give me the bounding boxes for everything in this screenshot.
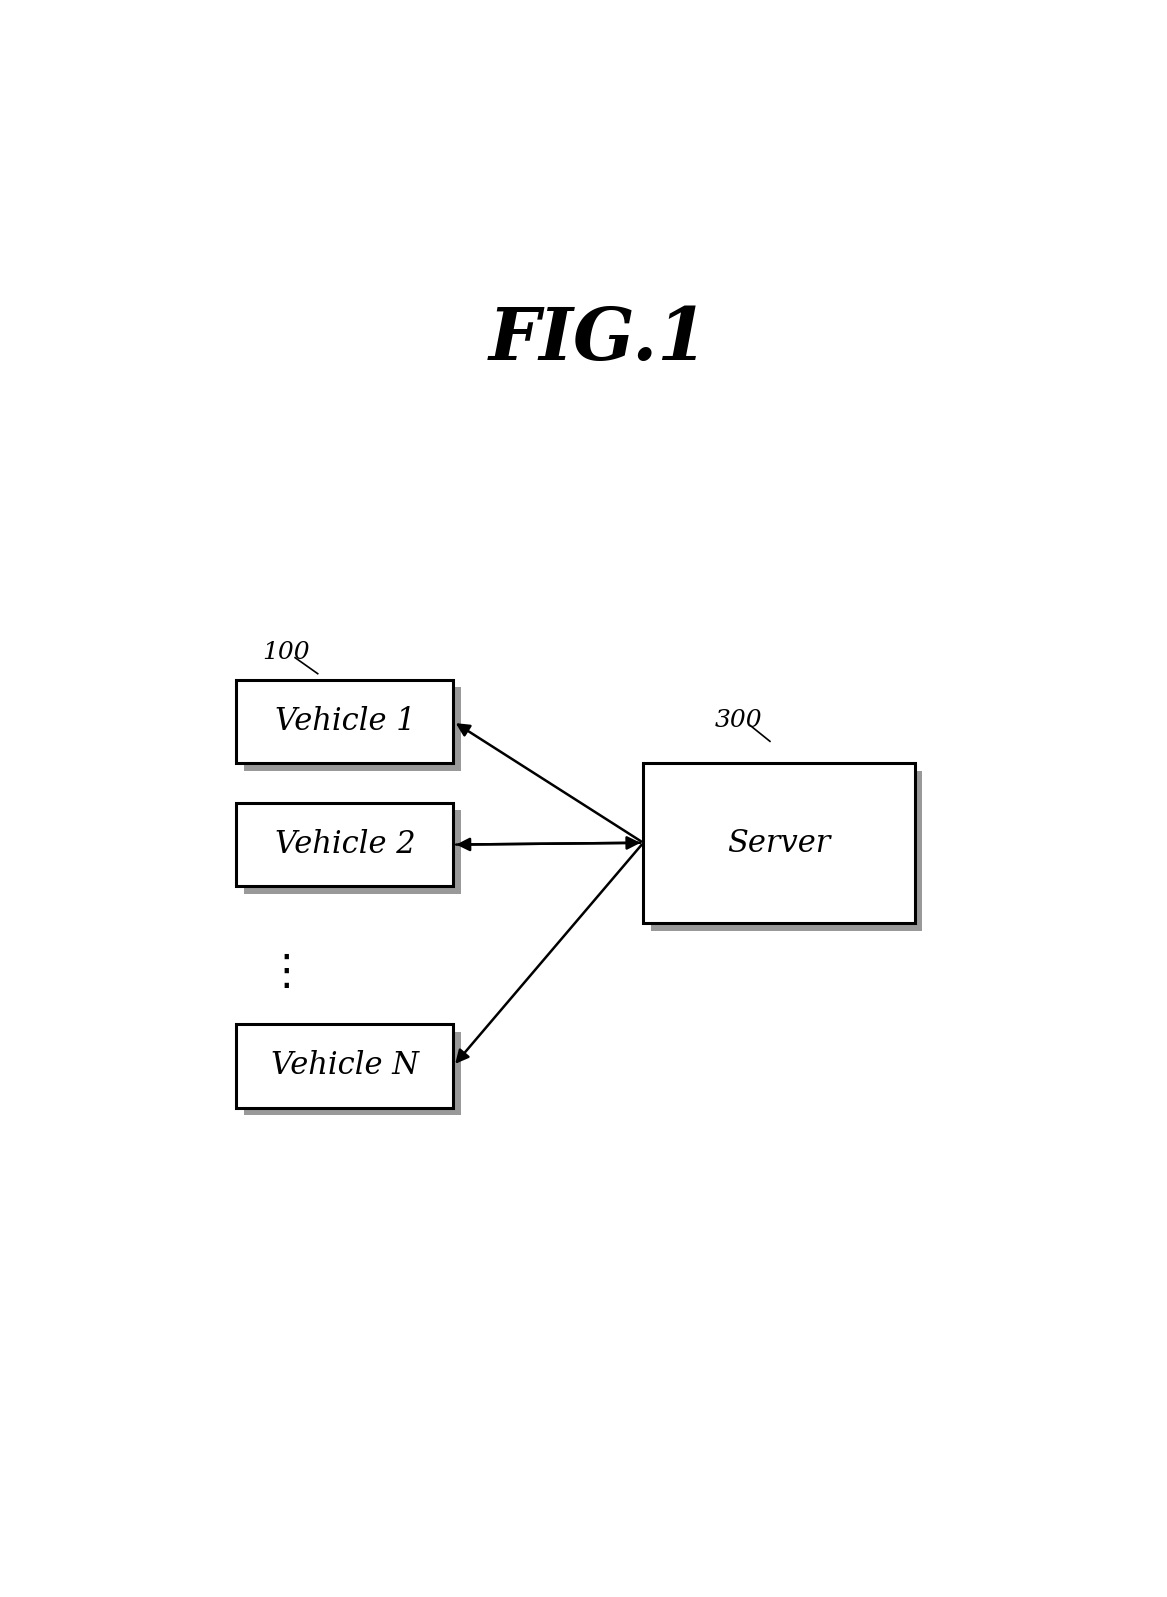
Bar (244, 810, 461, 894)
Bar (244, 687, 461, 771)
Bar (244, 1032, 461, 1115)
Bar (236, 803, 453, 886)
Bar (650, 771, 922, 931)
Text: Server: Server (727, 827, 831, 859)
Text: Vehicle 2: Vehicle 2 (274, 829, 415, 861)
Text: 100: 100 (263, 642, 310, 664)
Text: Vehicle N: Vehicle N (271, 1051, 419, 1081)
Text: FIG.1: FIG.1 (488, 303, 708, 375)
Text: ⋮: ⋮ (265, 952, 307, 993)
Bar (236, 680, 453, 763)
Text: Vehicle 1: Vehicle 1 (274, 706, 415, 738)
Text: 300: 300 (714, 709, 762, 731)
Bar (236, 1024, 453, 1108)
Bar (643, 763, 915, 923)
